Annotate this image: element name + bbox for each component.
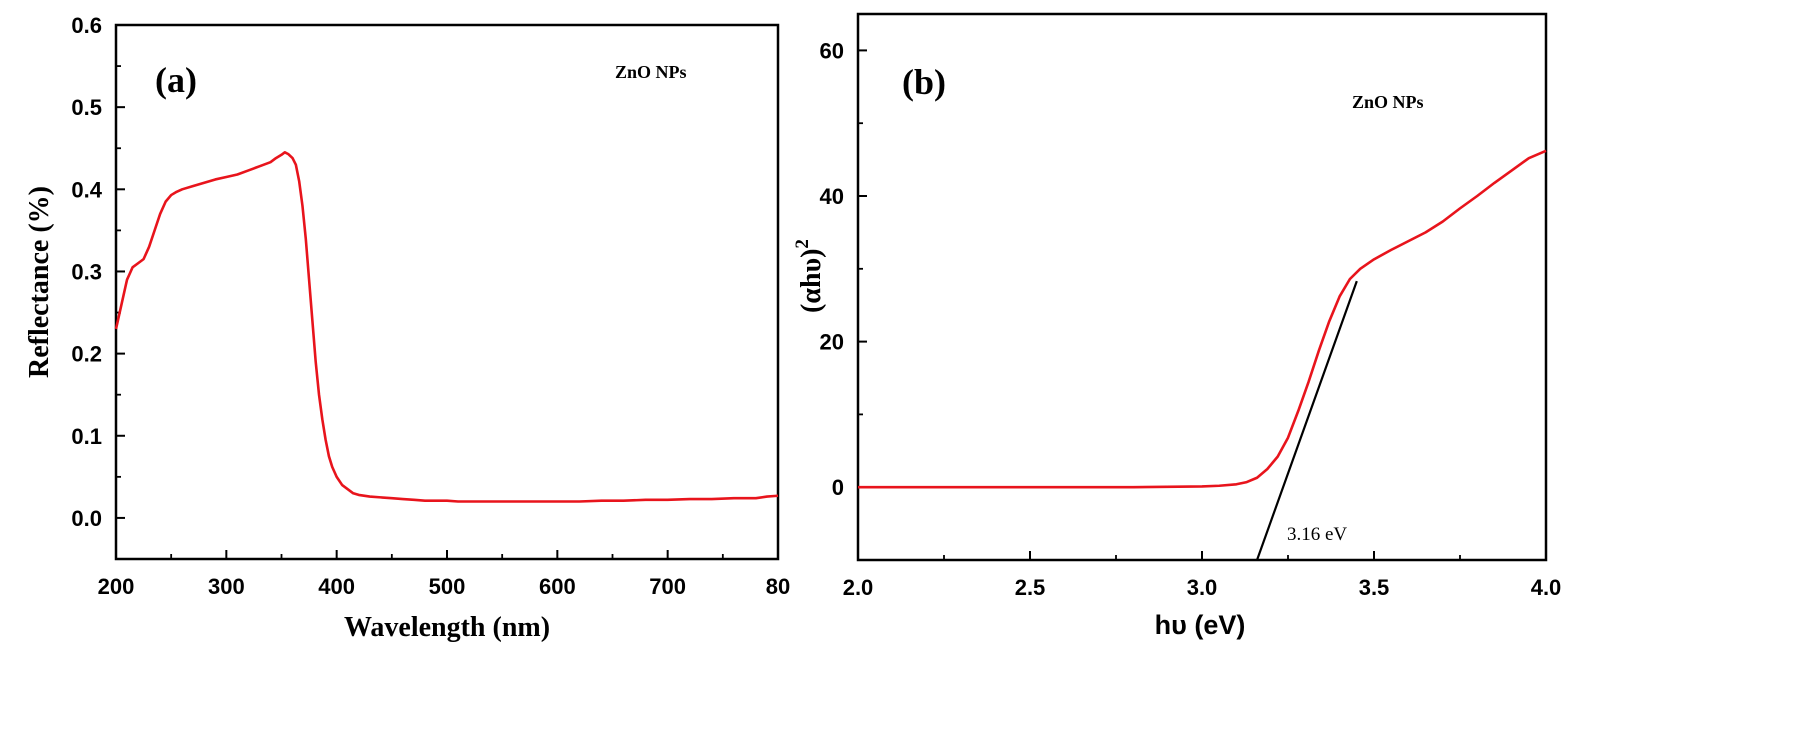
panel-b-tauc-plot: 2.0 2.5 3.0 3.5 4.0 0 20 40 60 (b) ZnO NPs 3.16…: [792, 12, 1562, 640]
panel-a-reflectance-line: [114, 151, 779, 503]
panel-a-y-tick-label: 0.5: [71, 95, 102, 120]
panel-b-y-tick-label: 20: [820, 330, 844, 355]
panel-b-label: (b): [902, 62, 946, 102]
panel-a-y-tick-label: 0.3: [71, 259, 102, 284]
panel-a-x-tick-label: 500: [429, 574, 466, 599]
panel-a-x-tick-label: 200: [98, 574, 135, 599]
panel-b-y-tick-label: 0: [832, 475, 844, 500]
panel-b-x-tick-label: 4.0: [1531, 575, 1562, 600]
panel-a-reflectance-chart: 200 300 400 500 600 700 80 0.00.10.20.30.40.50…: [24, 13, 790, 643]
panel-b-x-axis-label: hυ (eV): [1155, 610, 1246, 640]
panel-a-y-tick-label: 0.6: [71, 13, 102, 38]
panel-a-x-tick-label: 300: [208, 574, 245, 599]
panel-b-y-axis-label: (αhυ)2: [792, 239, 827, 313]
panel-b-x-tick-label: 3.0: [1187, 575, 1218, 600]
panel-a-x-tick-label: 400: [318, 574, 355, 599]
panel-b-x-tick-label: 2.0: [843, 575, 874, 600]
panel-a-y-tick-label: 0.4: [71, 177, 102, 202]
panel-a-x-tick-label: 80: [766, 574, 790, 599]
panel-a-y-axis-label: Reflectance (%): [24, 186, 55, 378]
panel-b-annotation: ZnO NPs: [1352, 92, 1424, 112]
panel-a-y-tick-label: 0.2: [71, 342, 102, 367]
panel-b-y-tick-label: 40: [820, 184, 844, 209]
panel-b-y-axis-label-sup: 2: [792, 239, 813, 249]
panel-b-tangent-line: [1256, 280, 1358, 561]
panel-a-y-ticks: 0.0 0.1 0.2 0.3 0.4 0.5 0.6: [71, 13, 125, 531]
panel-b-absorption-line: [858, 149, 1547, 489]
panel-a-x-axis-label: Wavelength (nm): [344, 612, 550, 643]
panel-a-y-tick-label: 0.0: [71, 506, 102, 531]
panel-b-x-tick-label: 3.5: [1359, 575, 1390, 600]
panel-a-annotation: ZnO NPs: [615, 62, 687, 82]
panel-b-y-tick-label: 60: [820, 38, 844, 63]
panel-b-plot-frame: [856, 12, 1548, 562]
panel-b-x-tick-label: 2.5: [1015, 575, 1046, 600]
panel-a-x-tick-label: 700: [649, 574, 686, 599]
panel-a-x-ticks: 200 300 400 500 600 700 80: [98, 550, 790, 599]
panel-a-plot-frame: [114, 23, 780, 561]
panel-a-y-tick-label: 0.1: [71, 424, 102, 449]
panel-a-label: (a): [155, 60, 197, 100]
panel-b-y-axis-label-main: (αhυ): [796, 249, 827, 313]
panel-b-x-ticks: 2.0 2.5 3.0 3.5 4.0: [843, 551, 1562, 600]
panel-a-x-tick-label: 600: [539, 574, 576, 599]
panel-b-tangent-label: 3.16 eV: [1287, 524, 1347, 545]
panel-b-y-ticks: 0 20 40 60: [820, 38, 867, 500]
